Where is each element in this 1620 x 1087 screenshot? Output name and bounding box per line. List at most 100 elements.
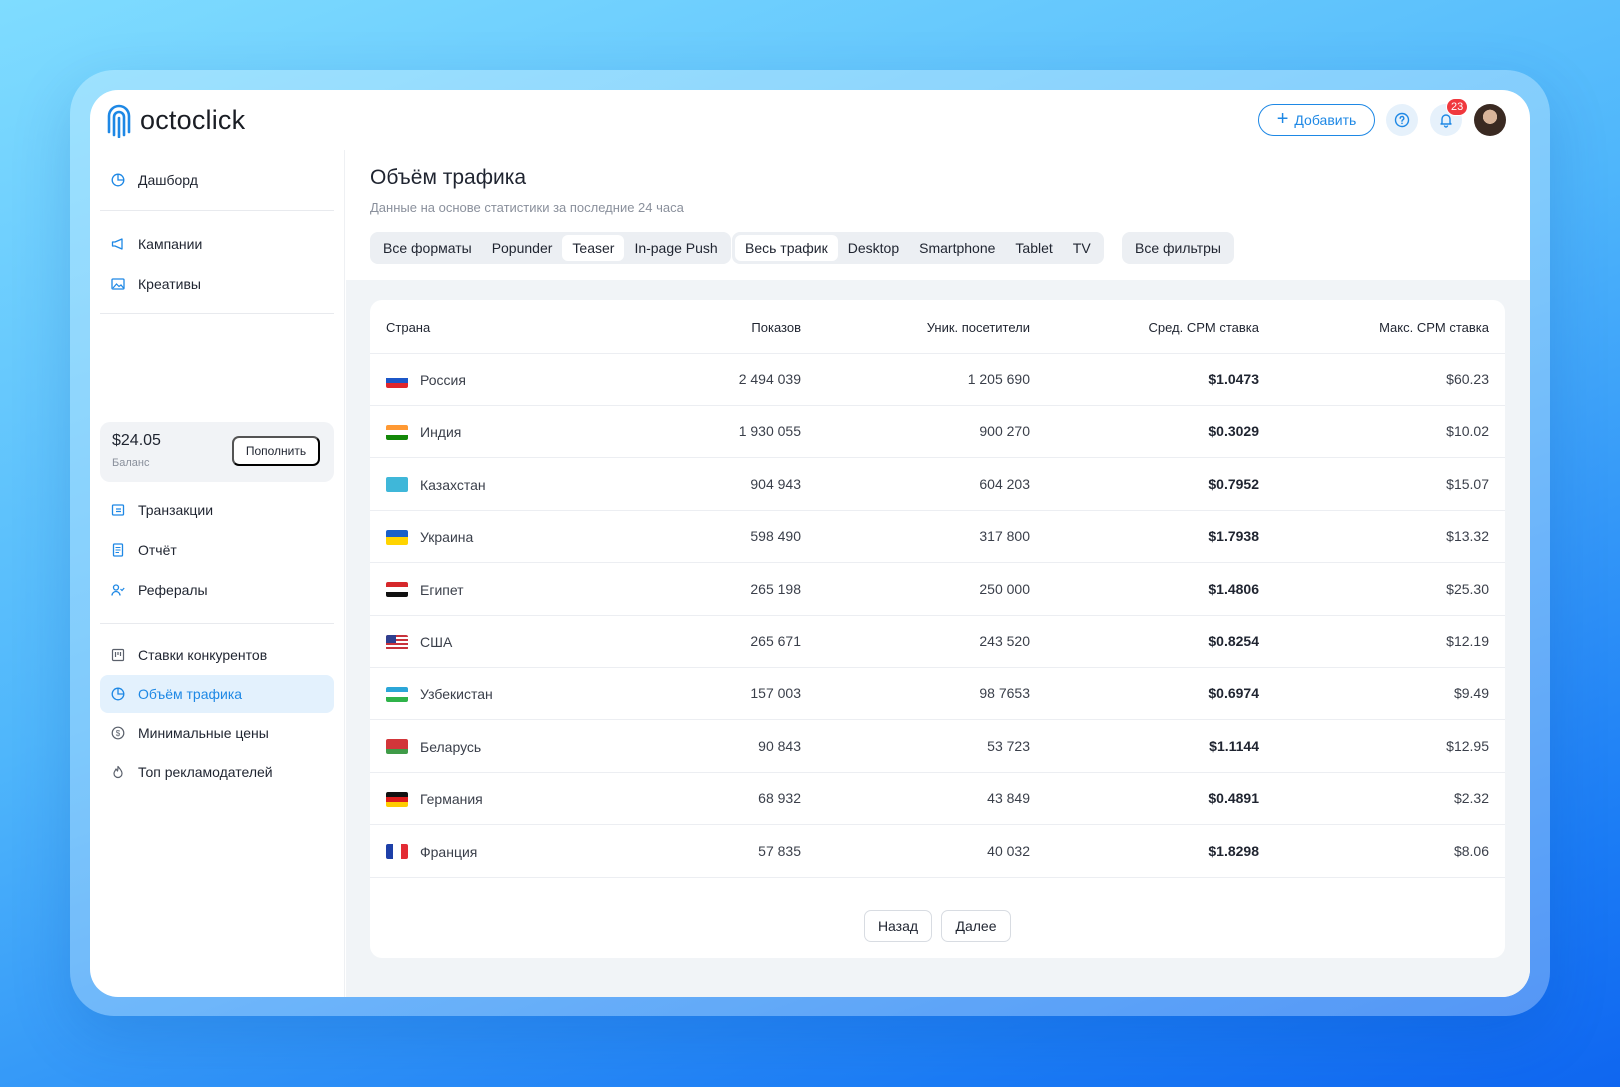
report-icon [110, 542, 126, 558]
page-title: Объём трафика [370, 166, 527, 189]
max-cpm-cell: $12.95 [1446, 737, 1489, 754]
country-cell: Германия [386, 791, 483, 807]
sidebar-item-label: Транзакции [138, 502, 214, 518]
max-cpm-cell: $60.23 [1446, 371, 1489, 387]
format-tabs: Все форматы Popunder Teaser In-page Push [370, 232, 731, 264]
pie-chart-icon [110, 686, 126, 702]
sidebar-item-traffic-volume[interactable]: Объём трафика [100, 675, 334, 713]
prev-page-button[interactable]: Назад [864, 910, 932, 942]
unique-visitors-cell: 243 520 [979, 633, 1030, 649]
tab-teaser[interactable]: Teaser [562, 235, 625, 261]
tab-inpage-push[interactable]: In-page Push [634, 240, 718, 256]
flag-uz-icon [386, 686, 408, 702]
flag-ru-icon [386, 372, 408, 388]
avg-cpm-cell: $0.3029 [1208, 423, 1259, 440]
svg-text:$: $ [116, 729, 121, 738]
max-cpm-cell: $8.06 [1453, 842, 1489, 859]
unique-visitors-cell: 98 7653 [979, 685, 1030, 702]
sidebar-item-min-prices[interactable]: $ Минимальные цены [100, 714, 334, 752]
sidebar-item-campaigns[interactable]: Кампании [100, 225, 334, 263]
table-row: Египет 265 198 250 000 $1.4806 $25.30 [370, 564, 1505, 616]
help-button[interactable] [1386, 104, 1418, 136]
sidebar-divider [100, 313, 334, 314]
avg-cpm-cell: $1.1144 [1209, 737, 1259, 754]
max-cpm-cell: $25.30 [1446, 580, 1489, 597]
next-page-button[interactable]: Далее [941, 910, 1011, 942]
sidebar: Дашборд Кампании Креативы $24.05 Баланс … [90, 150, 345, 997]
country-name: Россия [420, 372, 466, 388]
table-row: США 265 671 243 520 $0.8254 $12.19 [370, 616, 1505, 668]
notifications-badge: 23 [1446, 98, 1469, 116]
sidebar-item-label: Отчёт [138, 542, 177, 558]
main-content: Объём трафика Данные на основе статистик… [346, 150, 1530, 997]
max-cpm-cell: $15.07 [1446, 475, 1489, 492]
tab-popunder[interactable]: Popunder [491, 240, 553, 256]
sidebar-item-creatives[interactable]: Креативы [100, 265, 334, 303]
column-header-avg-cpm[interactable]: Сред. CPM ставка [1148, 320, 1259, 335]
flag-us-icon [386, 634, 408, 650]
country-cell: Франция [386, 844, 477, 860]
topup-button[interactable]: Пополнить [232, 436, 320, 466]
country-name: Франция [420, 843, 478, 860]
tab-smartphone[interactable]: Smartphone [919, 240, 996, 256]
image-icon [110, 276, 126, 292]
avg-cpm-cell: $0.4891 [1208, 790, 1259, 807]
sidebar-item-referrals[interactable]: Рефералы [100, 571, 334, 609]
column-header-max-cpm[interactable]: Макс. CPM ставка [1379, 320, 1489, 335]
impressions-cell: 157 003 [750, 685, 801, 702]
avg-cpm-cell: $1.7938 [1208, 528, 1259, 545]
balance-card: $24.05 Баланс Пополнить [100, 422, 334, 482]
sidebar-item-report[interactable]: Отчёт [100, 531, 334, 569]
avg-cpm-cell: $0.6974 [1208, 685, 1259, 702]
max-cpm-cell: $12.19 [1446, 633, 1489, 649]
flame-icon [110, 764, 126, 780]
all-filters-button[interactable]: Все фильтры [1135, 240, 1221, 256]
tab-all-formats[interactable]: Все форматы [383, 240, 472, 256]
tab-desktop[interactable]: Desktop [847, 240, 900, 256]
dollar-circle-icon: $ [110, 725, 126, 741]
max-cpm-cell: $2.32 [1453, 790, 1489, 807]
table-row: Беларусь 90 843 53 723 $1.1144 $12.95 [370, 721, 1505, 773]
max-cpm-cell: $10.02 [1446, 423, 1489, 440]
sidebar-item-top-advertisers[interactable]: Топ рекламодателей [100, 753, 334, 791]
avatar[interactable] [1474, 104, 1506, 136]
avg-cpm-cell: $0.8254 [1208, 633, 1259, 649]
impressions-cell: 265 671 [750, 633, 801, 649]
impressions-cell: 265 198 [750, 580, 801, 597]
unique-visitors-cell: 604 203 [979, 475, 1030, 492]
flag-ua-icon [386, 529, 408, 545]
filters-group: Все фильтры [1122, 232, 1234, 264]
tab-tablet[interactable]: Tablet [1015, 240, 1053, 256]
max-cpm-cell: $13.32 [1446, 528, 1489, 545]
tab-tv[interactable]: TV [1072, 240, 1091, 256]
impressions-cell: 90 843 [758, 737, 801, 754]
pie-chart-icon [110, 172, 126, 188]
flag-kz-icon [386, 477, 408, 493]
impressions-cell: 2 494 039 [738, 371, 801, 387]
logo[interactable]: octoclick [106, 102, 245, 138]
unique-visitors-cell: 40 032 [987, 842, 1030, 859]
sidebar-divider [100, 210, 334, 211]
sidebar-item-competitor-bids[interactable]: Ставки конкурентов [100, 636, 334, 674]
column-header-country[interactable]: Страна [386, 320, 431, 335]
sidebar-item-label: Рефералы [138, 582, 208, 598]
logo-text: octoclick [140, 104, 246, 135]
country-cell: США [386, 634, 452, 650]
traffic-table: Страна Показов Уник. посетители Сред. CP… [370, 300, 1505, 958]
megaphone-icon [110, 236, 126, 252]
table-header: Страна Показов Уник. посетители Сред. CP… [370, 300, 1505, 354]
bids-icon [110, 647, 126, 663]
sidebar-item-label: Ставки конкурентов [138, 647, 268, 663]
sidebar-item-dashboard[interactable]: Дашборд [100, 161, 334, 199]
sidebar-item-label: Объём трафика [138, 686, 243, 702]
column-header-impressions[interactable]: Показов [751, 320, 801, 335]
plus-icon: + [1276, 108, 1289, 130]
table-row: Россия 2 494 039 1 205 690 $1.0473 $60.23 [370, 354, 1505, 406]
sidebar-item-transactions[interactable]: Транзакции [100, 491, 334, 529]
column-header-unique[interactable]: Уник. посетители [926, 320, 1030, 335]
sidebar-divider [100, 623, 334, 624]
tab-all-traffic[interactable]: Весь трафик [735, 235, 838, 261]
add-button[interactable]: + Добавить [1258, 104, 1375, 136]
table-row: Казахстан 904 943 604 203 $0.7952 $15.07 [370, 459, 1505, 511]
page-subtitle: Данные на основе статистики за последние… [370, 200, 684, 215]
